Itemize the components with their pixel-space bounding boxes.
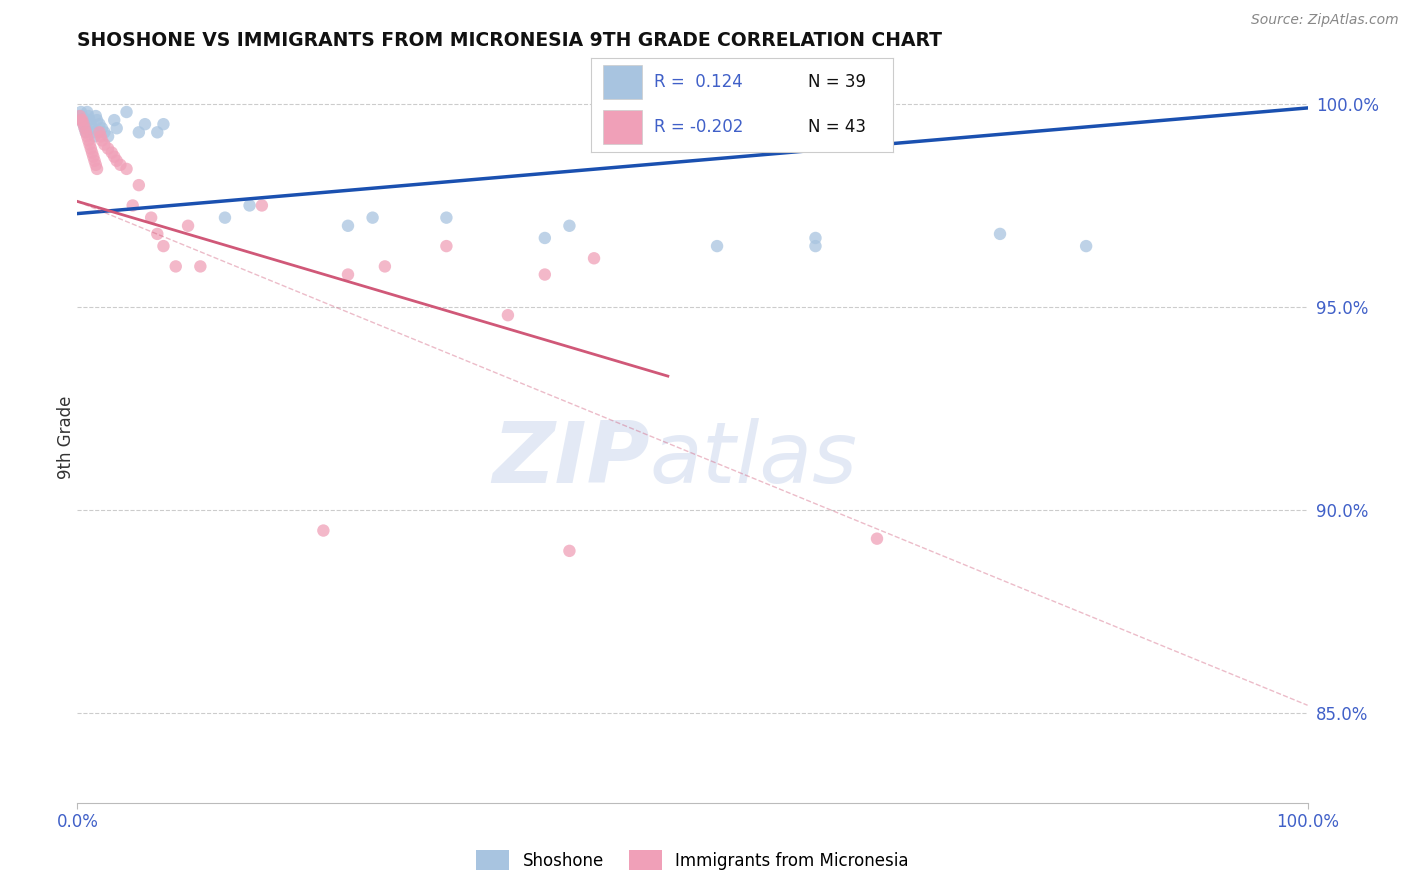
Point <box>214 211 236 225</box>
Point <box>70 105 93 120</box>
Point <box>103 113 125 128</box>
Point <box>89 117 111 131</box>
Point <box>105 153 128 168</box>
Point <box>82 145 104 160</box>
Point <box>83 129 105 144</box>
Point <box>90 129 112 144</box>
Point <box>152 239 174 253</box>
Point <box>75 125 97 139</box>
Point <box>84 158 107 172</box>
Point <box>190 260 212 274</box>
Point <box>110 158 132 172</box>
Point <box>84 109 107 123</box>
Point <box>115 161 138 176</box>
Point <box>72 117 94 131</box>
Point <box>82 125 104 139</box>
Point <box>82 150 104 164</box>
Point <box>93 137 115 152</box>
Text: SHOSHONE VS IMMIGRANTS FROM MICRONESIA 9TH GRADE CORRELATION CHART: SHOSHONE VS IMMIGRANTS FROM MICRONESIA 9… <box>77 31 942 50</box>
Point <box>73 121 96 136</box>
Text: R = -0.202: R = -0.202 <box>654 119 744 136</box>
Point <box>69 109 91 123</box>
Point <box>75 125 97 139</box>
Point <box>177 219 200 233</box>
Point <box>374 260 396 274</box>
Point <box>90 133 114 147</box>
Point <box>534 231 557 245</box>
Point <box>97 142 120 156</box>
Point <box>70 113 93 128</box>
Point <box>103 150 125 164</box>
Point <box>79 137 101 152</box>
Point <box>436 211 458 225</box>
Point <box>337 219 360 233</box>
Point <box>93 125 115 139</box>
Point <box>558 219 581 233</box>
Point <box>90 121 114 136</box>
Point <box>77 109 100 123</box>
Bar <box>603 111 643 145</box>
Point <box>82 121 104 136</box>
Point <box>86 113 108 128</box>
Text: ZIP: ZIP <box>492 417 650 500</box>
Point <box>101 145 124 160</box>
Point <box>97 129 120 144</box>
Point <box>361 211 384 225</box>
Point <box>337 268 360 282</box>
Point <box>706 239 728 253</box>
Text: R =  0.124: R = 0.124 <box>654 73 742 91</box>
Point <box>165 260 187 274</box>
Text: atlas: atlas <box>650 417 858 500</box>
Point <box>128 178 150 193</box>
Point <box>121 198 143 212</box>
Text: Source: ZipAtlas.com: Source: ZipAtlas.com <box>1251 13 1399 28</box>
Point <box>146 227 169 241</box>
Point <box>72 113 94 128</box>
Point <box>558 544 581 558</box>
Point <box>80 142 103 156</box>
Point <box>76 105 98 120</box>
Bar <box>603 65 643 99</box>
Text: N = 39: N = 39 <box>808 73 866 91</box>
Text: N = 43: N = 43 <box>808 119 866 136</box>
Point <box>436 239 458 253</box>
Point <box>89 125 111 139</box>
Point <box>105 121 128 136</box>
Point <box>312 524 335 538</box>
Point <box>80 117 103 131</box>
Point <box>496 308 519 322</box>
Point <box>73 121 96 136</box>
Point <box>70 109 93 123</box>
Point <box>250 198 273 212</box>
Point <box>72 117 94 131</box>
Point <box>146 125 169 139</box>
Point <box>804 239 827 253</box>
Point <box>69 109 91 123</box>
Point <box>76 129 98 144</box>
Point <box>534 268 557 282</box>
Point <box>83 153 105 168</box>
Point <box>115 105 138 120</box>
Point <box>128 125 150 139</box>
Point <box>866 532 889 546</box>
Point <box>86 161 108 176</box>
Point <box>141 211 163 225</box>
Point <box>1076 239 1098 253</box>
Point <box>70 113 93 128</box>
Point <box>804 231 827 245</box>
Legend: Shoshone, Immigrants from Micronesia: Shoshone, Immigrants from Micronesia <box>468 841 917 879</box>
Point <box>79 113 101 128</box>
Point <box>77 133 100 147</box>
Y-axis label: 9th Grade: 9th Grade <box>58 395 75 479</box>
Point <box>583 252 606 266</box>
Point <box>239 198 262 212</box>
Point <box>152 117 174 131</box>
Point <box>134 117 156 131</box>
Point <box>988 227 1011 241</box>
